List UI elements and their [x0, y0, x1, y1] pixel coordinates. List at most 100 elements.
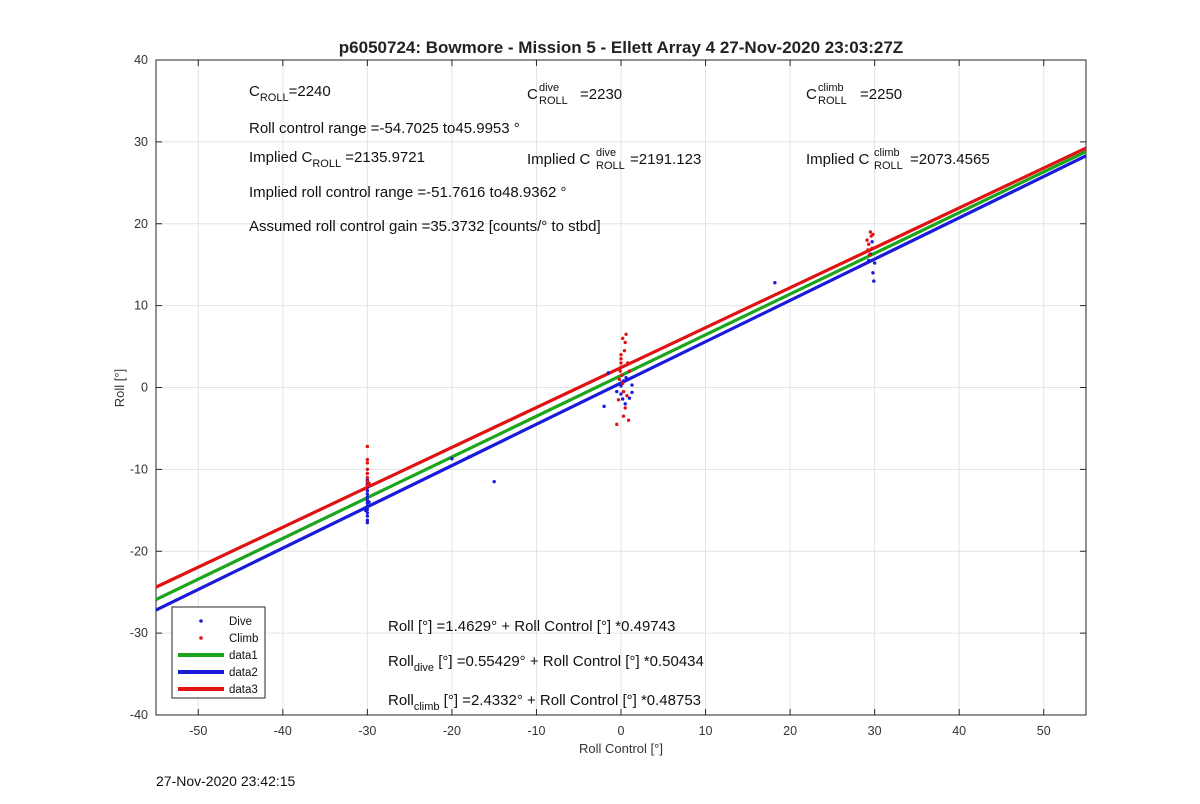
y-tick-label: 30 [134, 135, 148, 149]
point-climb [871, 232, 875, 237]
point-climb [624, 332, 628, 336]
y-tick-label: 10 [134, 299, 148, 313]
x-tick-label: 50 [1037, 724, 1051, 738]
annotation-implied-c-roll-climb-sub: ROLL [874, 160, 903, 172]
point-dive [773, 281, 777, 285]
point-climb [365, 475, 370, 480]
annotation-gain: Assumed roll control gain =35.3732 [coun… [249, 218, 601, 235]
point-climb [365, 461, 370, 465]
annotation-c-roll-dive: C [527, 86, 538, 103]
point-climb [867, 253, 872, 257]
x-tick-label: -20 [443, 724, 461, 738]
annotation-c-roll-climb-sup: climb [818, 82, 844, 94]
point-climb [619, 353, 623, 357]
legend-label-data1: data1 [229, 650, 258, 662]
point-climb [619, 361, 623, 365]
y-tick-label: -30 [130, 626, 148, 640]
point-dive [365, 518, 370, 522]
point-climb [621, 414, 626, 418]
point-climb [363, 486, 368, 490]
point-dive [867, 258, 871, 263]
point-dive [365, 495, 370, 499]
x-tick-label: 40 [952, 724, 966, 738]
y-tick-label: 0 [141, 381, 148, 395]
point-climb [620, 373, 624, 377]
point-climb [625, 393, 629, 398]
y-tick-label: 40 [134, 53, 148, 67]
point-dive [619, 384, 623, 388]
point-dive [365, 511, 370, 515]
point-climb [627, 369, 632, 373]
point-climb [619, 365, 623, 369]
annotation-implied-c-roll-climb: Implied C [806, 151, 870, 168]
point-climb [618, 369, 622, 373]
point-climb [365, 471, 370, 476]
annotation-implied-c-roll-climb-value: =2073.4565 [910, 151, 990, 168]
point-dive [365, 504, 370, 508]
legend-marker-climb [199, 636, 203, 640]
legend-marker-dive [199, 619, 203, 623]
x-tick-label: -40 [274, 724, 292, 738]
point-climb [365, 467, 370, 472]
timestamp: 27-Nov-2020 23:42:15 [156, 773, 296, 789]
annotation-implied-c-roll-dive-sup: dive [596, 147, 616, 159]
y-tick-label: -20 [130, 544, 148, 558]
data-points [363, 230, 877, 525]
point-climb [626, 361, 630, 365]
x-tick-label: 20 [783, 724, 797, 738]
annotation-implied-c-roll-dive: Implied C [527, 151, 591, 168]
point-dive [492, 479, 496, 484]
chart-title: p6050724: Bowmore - Mission 5 - Ellett A… [339, 38, 903, 57]
point-dive [365, 514, 370, 518]
annotation-c-roll-dive-value: =2230 [580, 86, 622, 103]
point-climb [617, 377, 622, 382]
point-dive [450, 457, 454, 461]
annotation-c-roll-dive-sub: ROLL [539, 95, 568, 107]
legend-label-data2: data2 [229, 667, 258, 679]
point-dive [872, 261, 877, 265]
point-dive [365, 492, 370, 496]
y-axis-label: Roll [°] [112, 369, 127, 407]
x-axis-label: Roll Control [°] [579, 741, 663, 756]
annotation-fit-dive: Rolldive [°] =0.55429° + Roll Control [°… [388, 653, 704, 674]
point-climb [623, 406, 627, 410]
legend-label-dive: Dive [229, 616, 252, 628]
annotation-implied-c-roll: Implied CROLL =2135.9721 [249, 149, 425, 170]
point-climb [626, 418, 631, 422]
point-dive [365, 488, 370, 493]
x-tick-label: -50 [189, 724, 207, 738]
legend-label-climb: Climb [229, 633, 258, 645]
annotation-implied-c-roll-climb-sup: climb [874, 147, 900, 159]
point-climb [870, 246, 874, 251]
point-climb [623, 340, 627, 345]
annotation-implied-range: Implied roll control range =-51.7616 to4… [249, 184, 566, 201]
legend-box [171, 606, 266, 699]
axis-ticks: -50 -40 -30 -20 -10 0 10 20 30 40 50 -40 -30 -20 -10 0 1… [130, 53, 1086, 738]
annotation-roll-control-range: Roll control range =-54.7025 to45.9953 ° [249, 120, 520, 137]
point-climb [620, 336, 625, 341]
point-dive [872, 279, 876, 283]
fit-line-data2 [155, 154, 1087, 612]
point-dive [602, 404, 606, 409]
point-climb [616, 398, 621, 402]
point-climb [866, 248, 870, 252]
annotation-c-roll-climb-value: =2250 [860, 86, 902, 103]
point-climb [365, 444, 370, 449]
point-climb [621, 389, 626, 394]
point-climb [367, 481, 371, 485]
annotation-fit-climb: Rollclimb [°] =2.4332° + Roll Control [°… [388, 692, 701, 713]
point-climb [619, 357, 623, 361]
point-dive [627, 396, 632, 400]
y-tick-label: -10 [130, 462, 148, 476]
annotation-c-roll: CROLL=2240 [249, 83, 331, 104]
point-dive [871, 271, 875, 275]
annotation-c-roll-climb: C [806, 86, 817, 103]
point-dive [367, 500, 371, 504]
x-tick-label: 10 [699, 724, 713, 738]
point-dive [870, 240, 874, 244]
y-tick-label: 20 [134, 217, 148, 231]
point-dive [365, 520, 370, 525]
point-dive [615, 389, 619, 394]
annotation-fit-all: Roll [°] =1.4629° + Roll Control [°] *0.… [388, 618, 675, 635]
